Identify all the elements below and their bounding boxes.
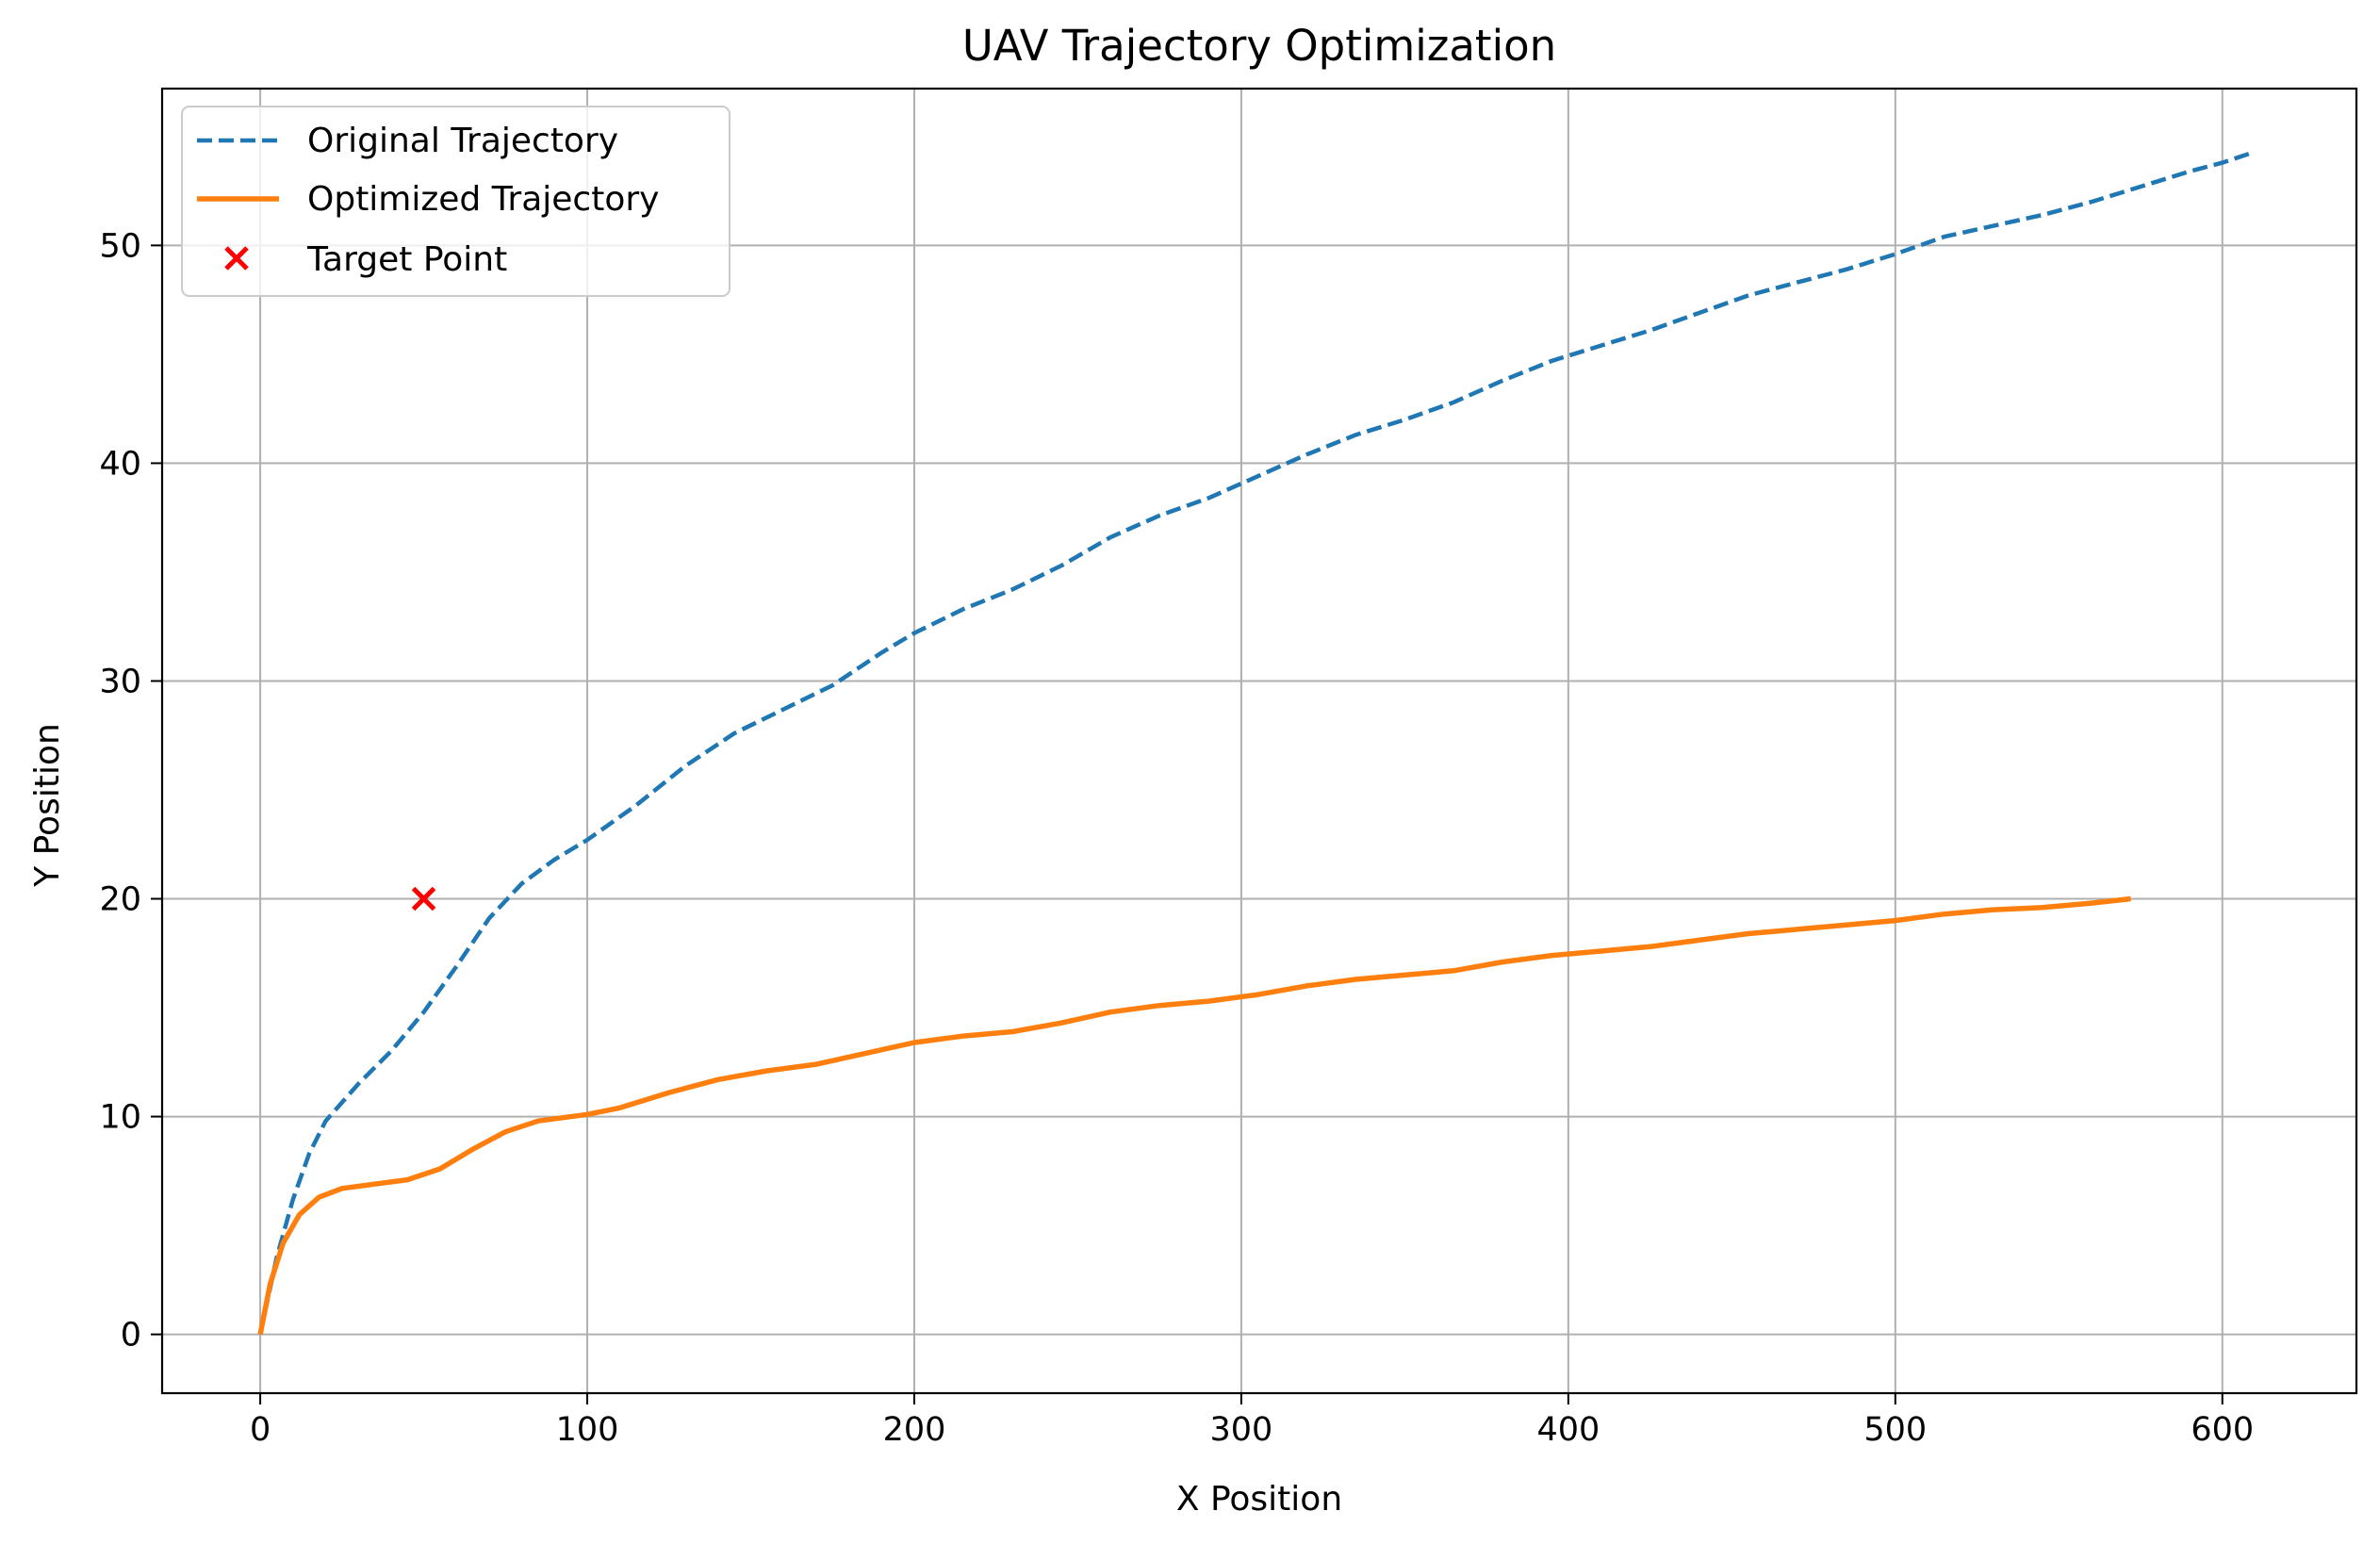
series-line-optimized-trajectory (257, 895, 2131, 1336)
series-line-original-trajectory (257, 149, 2257, 1336)
target-point-marker (411, 886, 436, 912)
legend-box (181, 106, 730, 297)
legend-marker-target-point (224, 246, 249, 271)
series-layer (257, 149, 2257, 1336)
x-tick-label: 400 (1536, 1411, 1600, 1449)
plot-area (162, 89, 2356, 1393)
y-tick-label: 40 (99, 445, 141, 483)
axes-frame (160, 87, 2358, 1395)
x-tick-label: 500 (1863, 1411, 1927, 1449)
x-axis-label: X Position (1176, 1480, 1342, 1519)
y-tick-label: 0 (121, 1317, 141, 1355)
x-tick-label: 600 (2191, 1411, 2254, 1449)
y-tick-label: 50 (99, 227, 141, 265)
legend-label-target-point: Target Point (306, 240, 507, 279)
y-axis-label: Y Position (28, 723, 67, 888)
x-tick-label: 300 (1210, 1411, 1273, 1449)
x-tick-label: 200 (883, 1411, 946, 1449)
legend-label-original-trajectory: Original Trajectory (307, 122, 618, 160)
legend-label-optimized-trajectory: Optimized Trajectory (307, 180, 659, 219)
y-tick-label: 10 (99, 1099, 141, 1137)
x-tick-label: 0 (250, 1411, 271, 1449)
legend: Original Trajectory Optimized Trajectory… (181, 106, 730, 297)
y-tick-label: 20 (99, 881, 141, 919)
x-tick-label: 100 (556, 1411, 619, 1449)
chart-title: UAV Trajectory Optimization (962, 21, 1556, 71)
y-tick-label: 30 (99, 663, 141, 700)
ticks: 0 100 200 300 400 500 600 0 10 20 30 40 50 (99, 227, 2254, 1449)
